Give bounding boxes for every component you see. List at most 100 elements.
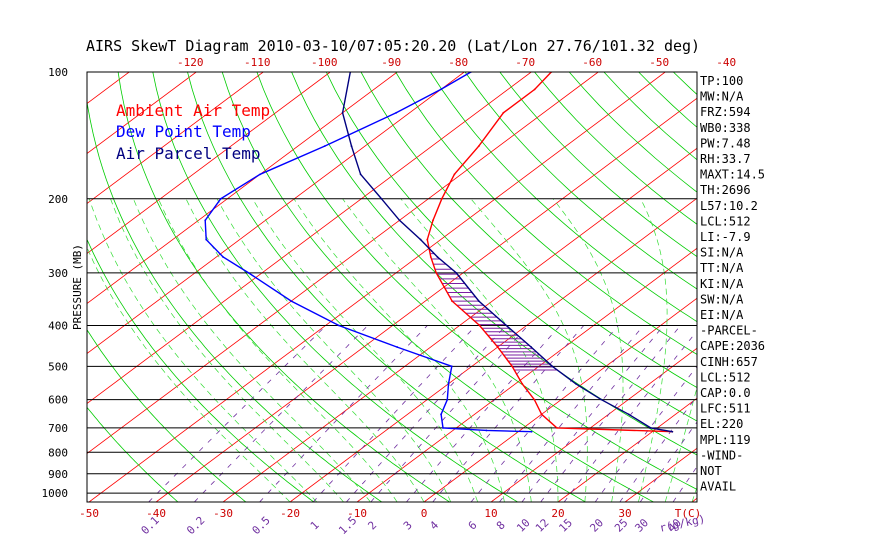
top-temp-tick-label: -80 [448, 56, 468, 69]
mixing-ratio-line [521, 325, 665, 502]
top-temp-tick-label: -110 [244, 56, 271, 69]
mixing-ratio-tick-label: 2 [365, 519, 379, 533]
isotherm-line [759, 72, 870, 502]
index-value: MW:N/A [700, 90, 744, 104]
data-point [455, 272, 458, 274]
data-point [477, 145, 480, 148]
data-point [451, 300, 453, 302]
moist-adiabat-line [158, 198, 398, 502]
dry-adiabat-line [395, 72, 697, 355]
data-point [419, 238, 422, 241]
index-value: L57:10.2 [700, 199, 758, 213]
bottom-temp-tick-label: -40 [146, 507, 166, 520]
data-point [440, 413, 442, 416]
data-point [502, 111, 505, 114]
isotherm-line [826, 72, 870, 502]
index-value: LI:-7.9 [700, 230, 751, 244]
moist-adiabat-line [185, 198, 425, 502]
top-temp-tick-label: -90 [381, 56, 401, 69]
mixing-ratio-tick-label: 0.2 [184, 514, 207, 537]
pressure-tick-label: 800 [48, 446, 68, 459]
bottom-temp-tick-label: 10 [484, 507, 497, 520]
moist-adiabat-line [470, 198, 588, 502]
data-point [485, 429, 488, 432]
dry-adiabat-line [325, 72, 697, 422]
mixing-ratio-tick-label: 4 [427, 518, 441, 532]
isotherm-line [87, 72, 532, 405]
isotherm-line [423, 297, 697, 502]
bottom-temp-tick-label: 30 [618, 507, 631, 520]
data-point [478, 324, 481, 327]
data-point [477, 300, 480, 302]
dry-adiabat-line [117, 72, 450, 502]
dry-adiabat-line [152, 72, 518, 502]
data-point [521, 382, 524, 385]
top-temp-tick-label: -50 [649, 56, 669, 69]
mixing-ratio-line [470, 325, 619, 502]
dry-adiabat-line [430, 72, 697, 323]
y-axis-title: PRESSURE (MB) [71, 244, 84, 330]
dry-adiabat-line [638, 72, 697, 128]
bottom-temp-tick-label: -30 [213, 507, 233, 520]
data-point [432, 219, 434, 222]
data-point [219, 197, 222, 200]
mixing-ratio-tick-label: 3 [401, 519, 415, 533]
mixing-ratio-line [563, 330, 697, 502]
dry-adiabat-line [87, 329, 247, 502]
isotherm-line [289, 197, 697, 502]
data-point [496, 346, 499, 348]
mixing-ratio-tick-label: 10 [514, 516, 533, 535]
mixing-ratio-line [346, 325, 507, 502]
data-point [323, 145, 326, 148]
data-point [442, 426, 444, 429]
data-point [290, 300, 293, 302]
mixing-ratio-line [312, 325, 477, 502]
bottom-temp-tick-label: -20 [280, 507, 300, 520]
top-temp-tick-label: -120 [177, 56, 204, 69]
mixing-ratio-line [639, 421, 697, 502]
data-point [440, 197, 443, 200]
data-point [649, 426, 652, 429]
dew-point-temp-line [204, 72, 532, 433]
dry-adiabat-line [221, 72, 654, 502]
dry-adiabat-line [499, 72, 697, 258]
moist-adiabat-line [87, 246, 291, 502]
bottom-temp-tick-label: 20 [551, 507, 564, 520]
index-value: EI:N/A [700, 308, 744, 322]
chart-title: AIRS SkewT Diagram 2010-03-10/07:05:20.2… [86, 37, 700, 55]
pressure-tick-label: 400 [48, 320, 68, 333]
legend-air-parcel-temp: Air Parcel Temp [116, 144, 261, 163]
data-point [380, 197, 383, 200]
index-value: MPL:119 [700, 433, 751, 447]
mixing-ratio-line [406, 325, 561, 502]
moist-adiabat-line [216, 198, 452, 502]
bottom-temp-tick-label: 0 [421, 507, 428, 520]
index-value: LCL:512 [700, 370, 751, 384]
mixing-ratio-line [370, 325, 529, 502]
index-value: TT:N/A [700, 261, 744, 275]
pressure-tick-label: 700 [48, 422, 68, 435]
mixing-ratio-tick-label: 1 [308, 519, 322, 533]
mixing-ratio-tick-label: 6 [466, 519, 480, 533]
index-value: MAXT:14.5 [700, 168, 765, 182]
data-point [556, 426, 558, 429]
data-point [450, 365, 453, 368]
pressure-tick-label: 300 [48, 267, 68, 280]
index-value: KI:N/A [700, 277, 744, 291]
data-point [533, 88, 536, 91]
data-point [627, 413, 630, 416]
data-point [429, 256, 432, 258]
index-value: WB0:338 [700, 121, 751, 135]
data-point [540, 413, 543, 416]
isotherm-line [87, 72, 599, 455]
legend-dew-point-temp: Dew Point Temp [116, 122, 251, 141]
index-value: PW:7.48 [700, 136, 751, 150]
data-point [396, 346, 399, 348]
data-point [533, 398, 536, 401]
pressure-tick-label: 500 [48, 360, 68, 373]
bottom-temp-tick-label: -10 [347, 507, 367, 520]
mixing-ratio-tick-label: 0.5 [250, 514, 273, 537]
mixing-ratio-line [540, 325, 681, 502]
dry-adiabat-line [187, 72, 586, 502]
